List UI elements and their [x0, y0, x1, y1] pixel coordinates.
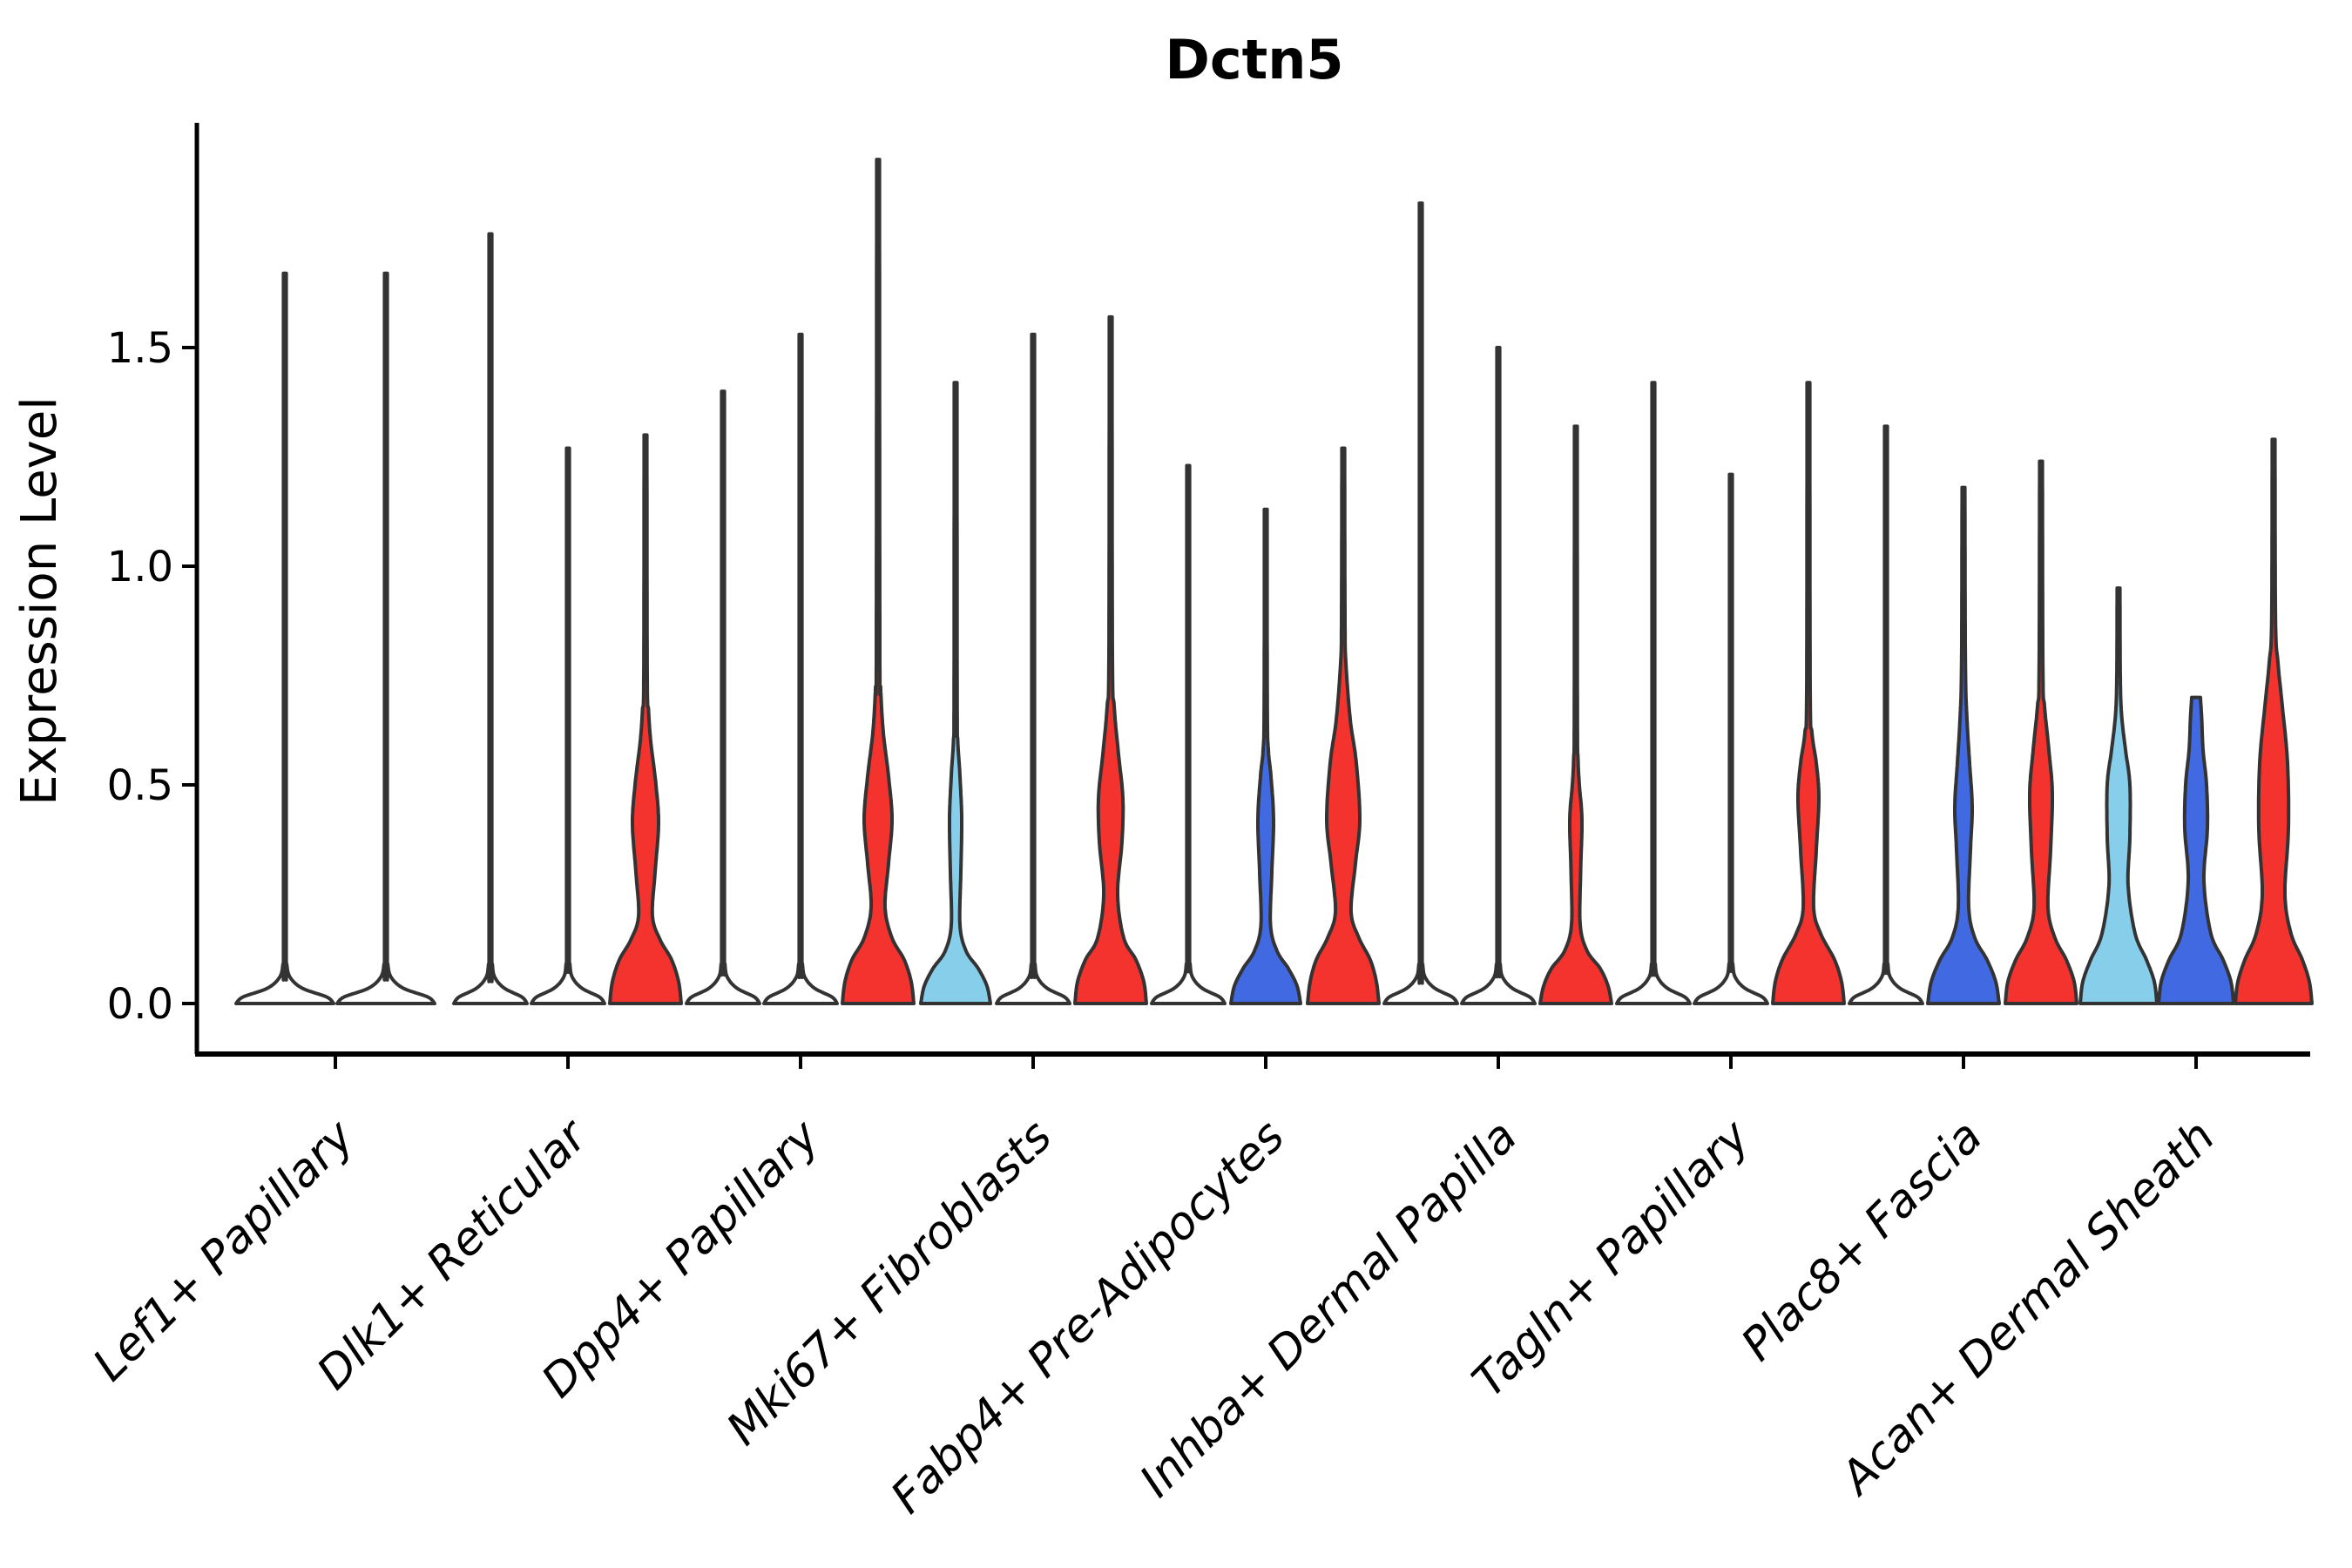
violin-lef1-papillary-none — [335, 271, 436, 1005]
violin-tagln-papillary-none — [1693, 472, 1769, 1005]
violin-acan-dermal-sheath-blue — [2157, 695, 2235, 1005]
violin-dpp4-papillary-none — [685, 389, 761, 1005]
violins-layer — [234, 158, 2314, 1005]
violin-mki67-fibroblasts-none — [995, 332, 1071, 1005]
violin-lef1-papillary-none — [234, 271, 335, 1005]
y-tick-label: 1.5 — [107, 324, 173, 373]
violin-acan-dermal-sheath-lightblue — [2078, 586, 2159, 1005]
x-tick-label: Acan+ Dermal Sheath — [1829, 1111, 2225, 1506]
violin-dpp4-papillary-red — [841, 158, 916, 1005]
violin-mki67-fibroblasts-lightblue — [919, 381, 992, 1005]
violin-fabp4-pre-adipocytes-red — [1306, 446, 1381, 1005]
violin-tagln-papillary-red — [1771, 381, 1846, 1005]
y-tick-label: 0.5 — [107, 761, 173, 810]
violin-inhba-dermal-papilla-none — [1460, 346, 1537, 1005]
chart-title: Dctn5 — [1165, 28, 1343, 91]
x-tick-label: Fabp4+ Pre-Adipocytes — [882, 1111, 1295, 1524]
violin-fabp4-pre-adipocytes-none — [1150, 463, 1227, 1005]
axes-layer: 0.0 0.5 1.0 1.5 — [107, 123, 2310, 1069]
violin-mki67-fibroblasts-red — [1073, 314, 1148, 1005]
y-tick-label: 0.0 — [107, 980, 173, 1029]
x-tick-label: Plac8+ Fascia — [1732, 1111, 1992, 1371]
violin-plac8-fascia-blue — [1926, 485, 2001, 1005]
violin-plac8-fascia-red — [2004, 459, 2078, 1005]
violin-acan-dermal-sheath-red — [2234, 437, 2314, 1005]
x-tick-label: Inhba+ Dermal Papilla — [1130, 1111, 1527, 1508]
violin-dlk1-reticular-none — [530, 446, 606, 1005]
y-tick-label: 1.0 — [107, 543, 173, 591]
violin-inhba-dermal-papilla-none — [1382, 201, 1459, 1005]
violin-inhba-dermal-papilla-red — [1538, 424, 1613, 1005]
violin-tagln-papillary-none — [1615, 381, 1692, 1005]
violin-dlk1-reticular-none — [452, 232, 529, 1005]
violin-plac8-fascia-none — [1848, 424, 1924, 1005]
violin-fabp4-pre-adipocytes-blue — [1229, 507, 1302, 1005]
y-axis-label: Expression Level — [11, 396, 68, 806]
violin-dlk1-reticular-red — [608, 433, 683, 1005]
violin-dpp4-papillary-none — [762, 332, 839, 1005]
